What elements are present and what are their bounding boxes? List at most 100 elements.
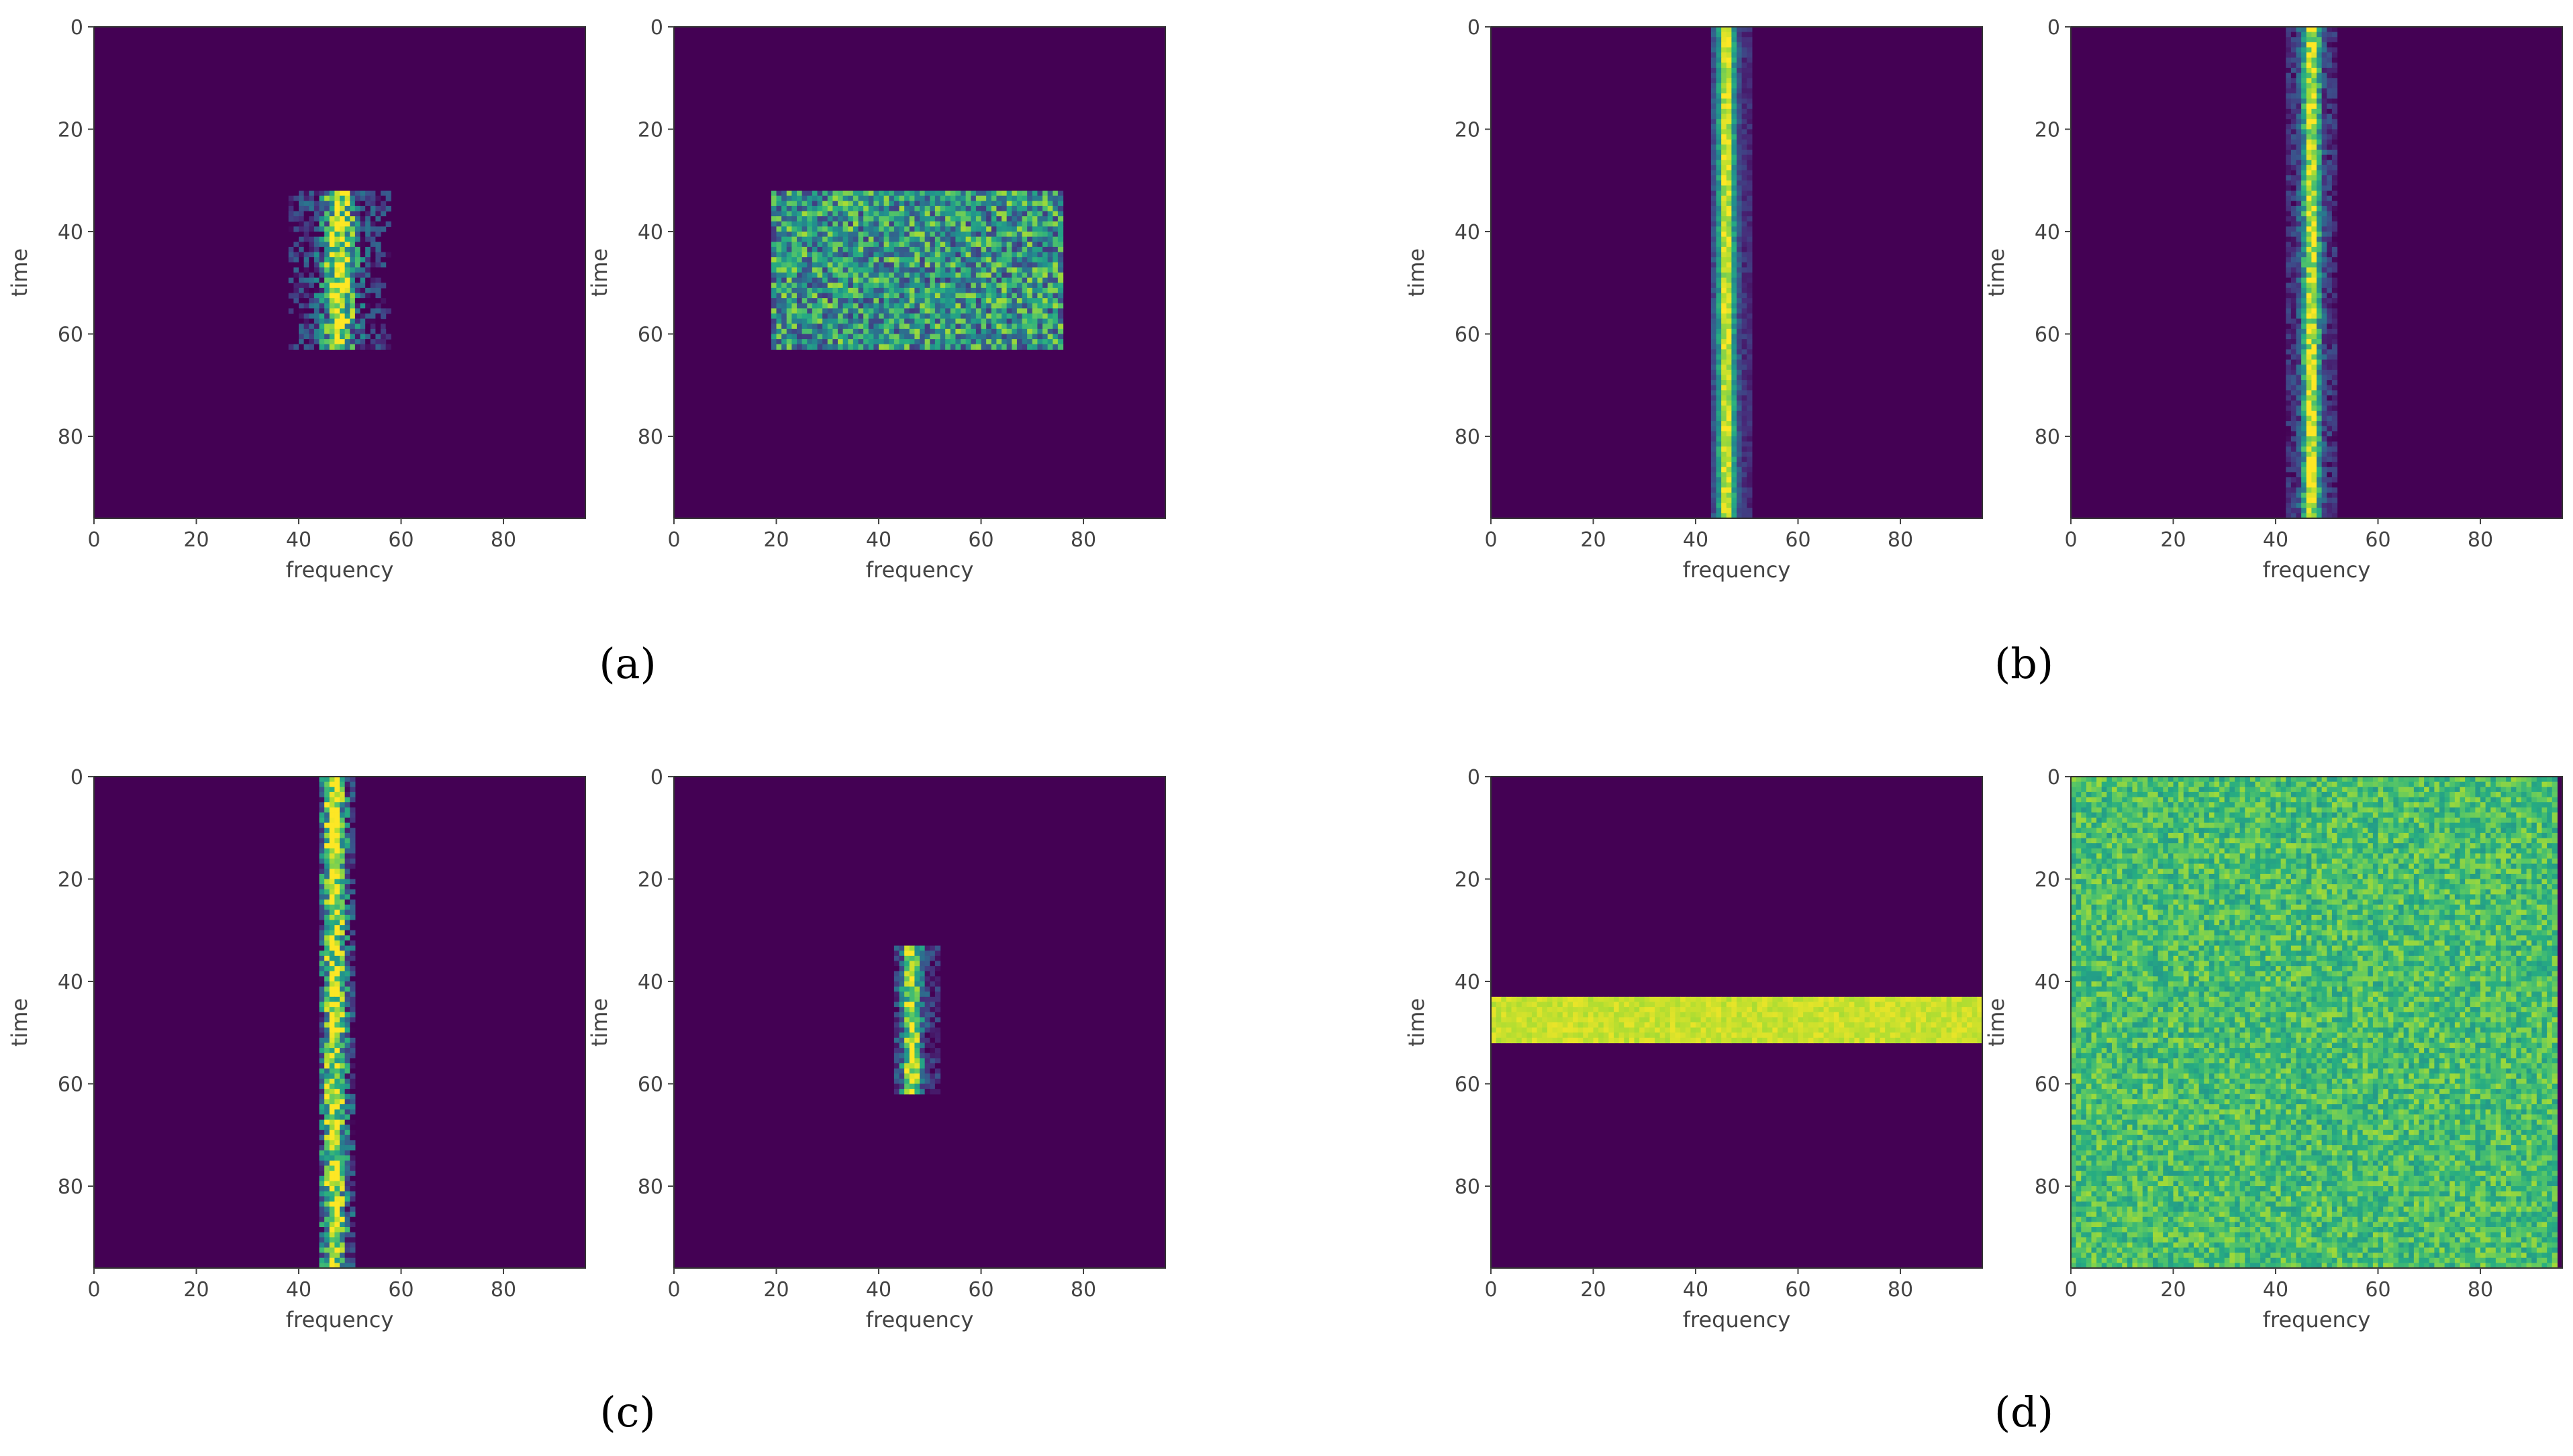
heatmap-cell: [2296, 103, 2302, 109]
x-tick-label: 0: [1484, 528, 1497, 552]
heatmap-cell: [309, 211, 315, 217]
heatmap-cell: [2321, 83, 2327, 89]
heatmap-cell: [324, 1247, 330, 1253]
heatmap-cell: [920, 945, 926, 951]
heatmap-cell: [879, 221, 885, 227]
heatmap-cell: [334, 1068, 340, 1074]
heatmap-cell: [822, 191, 828, 197]
heatmap-cell: [1027, 308, 1033, 314]
heatmap-cell: [945, 195, 951, 201]
heatmap-cell: [1726, 472, 1732, 478]
heatmap-cell: [1747, 328, 1753, 335]
heatmap-cell: [324, 873, 330, 880]
heatmap-cell: [889, 242, 895, 248]
heatmap-cell: [1016, 195, 1023, 201]
heatmap-cell: [354, 262, 361, 268]
heatmap-cell: [340, 1089, 346, 1095]
heatmap-cell: [2311, 456, 2317, 463]
heatmap-cell: [807, 344, 813, 350]
heatmap-cell: [1002, 328, 1008, 335]
heatmap-cell: [324, 1160, 330, 1167]
heatmap-cell: [1053, 191, 1059, 197]
heatmap-cell: [2286, 205, 2292, 212]
heatmap-cell: [365, 195, 371, 201]
heatmap-cell: [771, 216, 777, 222]
heatmap-cell: [781, 221, 787, 227]
heatmap-cell: [832, 226, 838, 232]
heatmap-cell: [2331, 160, 2338, 166]
heatmap-cell: [340, 1124, 346, 1130]
heatmap-cell: [961, 303, 967, 309]
heatmap-cell: [1726, 497, 1732, 503]
heatmap-cell: [1057, 252, 1064, 258]
heatmap-cell: [950, 216, 956, 222]
heatmap-cell: [2317, 359, 2323, 365]
heatmap-cell: [961, 216, 967, 222]
heatmap-cell: [350, 879, 356, 885]
heatmap-cell: [334, 1242, 340, 1249]
heatmap-cell: [981, 195, 987, 201]
heatmap-cell: [981, 226, 987, 232]
heatmap-cell: [863, 246, 869, 253]
heatmap-cell: [329, 818, 335, 824]
heatmap-cell: [1037, 226, 1043, 232]
heatmap-cell: [1741, 400, 1747, 406]
heatmap-cell: [1037, 205, 1043, 212]
heatmap-cell: [319, 1247, 325, 1253]
heatmap-cell: [329, 1007, 335, 1013]
heatmap-cell: [950, 226, 956, 232]
heatmap-cell: [329, 273, 335, 279]
heatmap-cell: [2286, 369, 2292, 376]
heatmap-cell: [802, 221, 808, 227]
heatmap-cell: [842, 283, 848, 289]
heatmap-cell: [2317, 303, 2323, 309]
heatmap-cell: [329, 920, 335, 926]
heatmap-cell: [2327, 185, 2333, 191]
heatmap-cell: [2290, 109, 2297, 115]
heatmap-cell: [971, 257, 977, 263]
heatmap-cell: [2306, 462, 2312, 468]
heatmap-cell: [334, 838, 340, 844]
heatmap-cell: [986, 226, 992, 232]
heatmap-cell: [2286, 134, 2292, 140]
heatmap-cell: [2317, 287, 2323, 294]
heatmap-cell: [2286, 113, 2292, 119]
heatmap-cell: [802, 205, 808, 212]
heatmap-cell: [965, 298, 971, 304]
heatmap-cell: [904, 324, 910, 330]
heatmap-cell: [771, 318, 777, 324]
heatmap-cell: [344, 1053, 350, 1059]
heatmap-cell: [858, 211, 864, 217]
heatmap-cell: [2327, 103, 2333, 109]
heatmap-cell: [340, 1242, 346, 1249]
heatmap-cell: [360, 334, 366, 340]
heatmap-cell: [1027, 334, 1033, 340]
heatmap-cell: [996, 257, 1002, 263]
heatmap-cell: [2290, 37, 2297, 43]
heatmap-cell: [1721, 431, 1727, 437]
heatmap-cell: [1737, 252, 1743, 258]
heatmap-cell: [2311, 42, 2317, 48]
heatmap-cell: [812, 262, 818, 268]
heatmap-cell: [1726, 462, 1732, 468]
heatmap-cell: [981, 339, 987, 345]
heatmap-cell: [2311, 369, 2317, 376]
heatmap-cell: [909, 945, 915, 951]
heatmap-cell: [2306, 160, 2312, 166]
heatmap-cell: [340, 802, 346, 808]
heatmap-cell: [1710, 298, 1717, 304]
heatmap-cell: [1747, 257, 1753, 263]
heatmap-cell: [965, 257, 971, 263]
heatmap-cell: [832, 191, 838, 197]
heatmap-cell: [2306, 216, 2312, 222]
heatmap-cell: [791, 328, 797, 335]
heatmap-cell: [924, 996, 930, 1003]
heatmap-cell: [2317, 416, 2323, 422]
heatmap-cell: [344, 221, 350, 227]
heatmap-cell: [975, 236, 982, 242]
heatmap-cell: [375, 339, 381, 345]
heatmap-cell: [934, 339, 941, 345]
heatmap-cell: [1027, 277, 1033, 283]
heatmap-cell: [1741, 487, 1747, 493]
heatmap-cell: [2290, 334, 2297, 340]
